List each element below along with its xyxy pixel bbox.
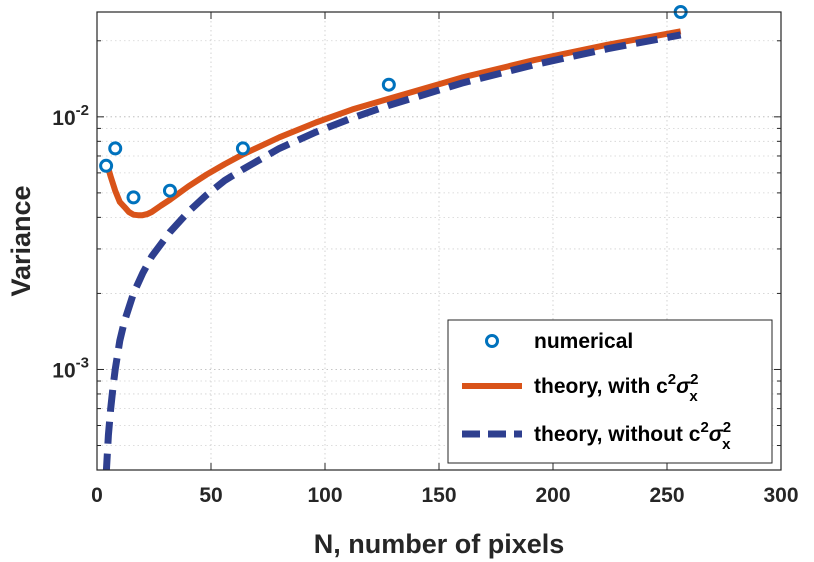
x-tick-label: 100 bbox=[307, 484, 342, 507]
y-axis-label: Variance bbox=[6, 185, 36, 296]
x-tick-label: 200 bbox=[535, 484, 570, 507]
x-tick-label: 0 bbox=[91, 484, 103, 507]
y-tick-label: 10-3 bbox=[52, 354, 89, 382]
series-line-1 bbox=[103, 28, 682, 219]
axis-ticks: 0 50 100 150 200 250 300 10-3 10-2 bbox=[52, 12, 799, 507]
x-tick-label: 150 bbox=[421, 484, 456, 507]
x-tick-label: 250 bbox=[649, 484, 684, 507]
legend-label: numerical bbox=[534, 330, 633, 353]
grid-lines bbox=[97, 12, 781, 470]
legend-label: theory, without c2σ2 x bbox=[534, 419, 731, 453]
legend-label: theory, with c2σ2 x bbox=[534, 371, 698, 405]
x-tick-label: 50 bbox=[199, 484, 222, 507]
data-point bbox=[126, 190, 141, 205]
series-line-2 bbox=[102, 31, 682, 470]
data-point bbox=[162, 183, 177, 198]
x-axis-label: N, number of pixels bbox=[314, 529, 565, 559]
legend-box bbox=[447, 319, 773, 464]
data-point bbox=[235, 141, 250, 156]
data-point bbox=[99, 158, 114, 173]
y-tick-label: 10-2 bbox=[52, 102, 89, 130]
data-point bbox=[381, 77, 396, 92]
legend: numerical theory, with c2σ2 x theory, witho… bbox=[447, 319, 773, 464]
x-tick-label: 300 bbox=[763, 484, 798, 507]
data-point bbox=[108, 141, 123, 156]
plot-area bbox=[99, 5, 688, 470]
legend-marker bbox=[485, 334, 499, 348]
